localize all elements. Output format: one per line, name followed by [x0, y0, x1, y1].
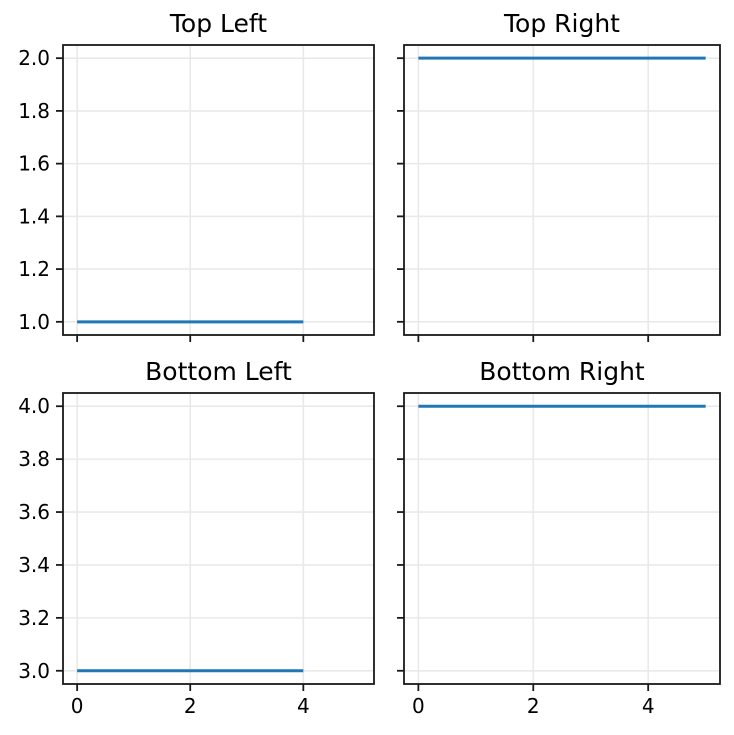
y-tick-label: 4.0 [18, 394, 50, 418]
y-tick-label: 1.8 [18, 99, 50, 123]
axes-frame [62, 392, 375, 685]
y-tick-label: 3.6 [18, 500, 50, 524]
y-tick-label: 1.4 [18, 204, 50, 228]
axes-top-right [397, 44, 721, 342]
subplot-title-top-left: Top Left [169, 9, 268, 38]
axes-frame [403, 44, 721, 336]
y-tick-label: 2.0 [18, 46, 50, 70]
x-tick-label: 4 [642, 694, 655, 718]
y-tick-label: 1.6 [18, 152, 50, 176]
y-tick-label: 1.2 [18, 257, 50, 281]
axes-bottom-left: 0 2 4 3.0 3.2 3.4 3.6 3.8 4.0 [18, 392, 375, 718]
subplot-title-bottom-left: Bottom Left [145, 357, 292, 386]
axes-bottom-right: 0 2 4 [397, 392, 721, 718]
x-tick-label: 0 [71, 694, 84, 718]
x-tick-label: 4 [297, 694, 310, 718]
y-tick-label: 3.0 [18, 659, 50, 683]
y-tick-label: 3.4 [18, 553, 50, 577]
axes-frame [62, 44, 375, 336]
x-tick-label: 2 [527, 694, 540, 718]
y-tick-label: 1.0 [18, 310, 50, 334]
x-tick-label: 2 [184, 694, 197, 718]
axes-frame [403, 392, 721, 685]
axes-top-left: 1.0 1.2 1.4 1.6 1.8 2.0 [18, 44, 375, 342]
y-tick-label: 3.2 [18, 606, 50, 630]
x-tick-label: 0 [412, 694, 425, 718]
y-tick-label: 3.8 [18, 447, 50, 471]
subplot-title-bottom-right: Bottom Right [479, 357, 645, 386]
subplot-title-top-right: Top Right [504, 9, 620, 38]
